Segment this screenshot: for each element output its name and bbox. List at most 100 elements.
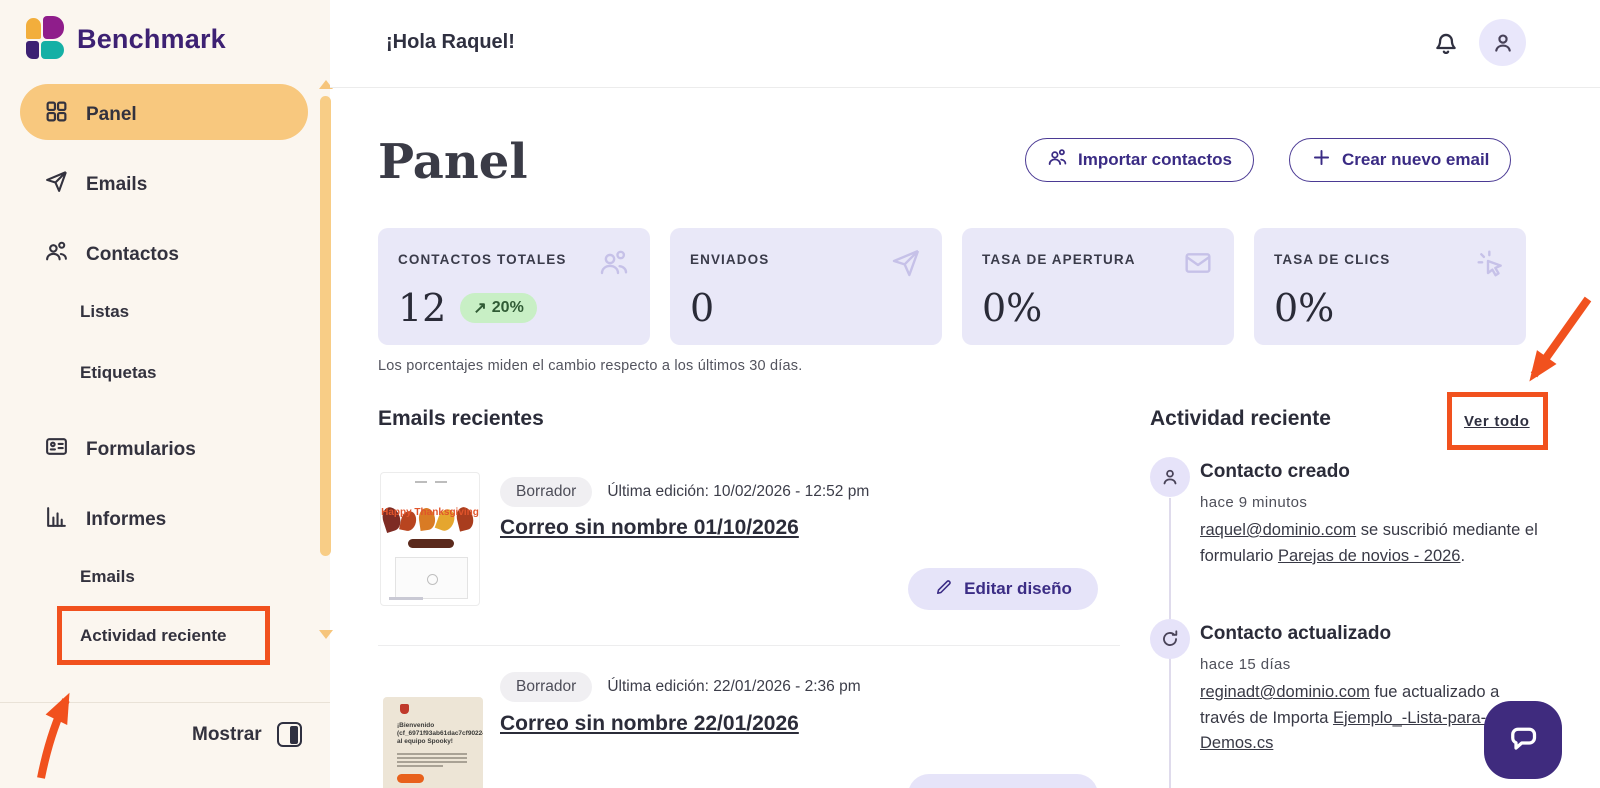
sidebar-item-panel[interactable]: Panel <box>44 99 137 130</box>
sidebar-collapse-row: Mostrar <box>192 722 302 747</box>
pencil-icon <box>934 577 954 602</box>
stat-card-tasa-clics: TASA DE CLICS 0% <box>1254 228 1526 345</box>
chat-bubble-icon <box>1503 718 1543 763</box>
annotation-arrow-ver-todo <box>1529 296 1592 382</box>
notifications-bell-icon[interactable] <box>1430 26 1462 58</box>
scroll-up-arrow[interactable] <box>319 80 333 89</box>
thumbnail-heading: Happy Thanksgiving <box>381 507 479 518</box>
edit-design-button[interactable] <box>908 774 1098 788</box>
top-header <box>330 0 1600 88</box>
import-contacts-label: Importar contactos <box>1078 150 1232 169</box>
scroll-down-arrow[interactable] <box>319 630 333 639</box>
benchmark-logo-icon <box>26 16 66 62</box>
envelope-icon <box>1182 247 1214 284</box>
contact-created-icon <box>1150 457 1190 497</box>
import-contacts-button[interactable]: Importar contactos <box>1025 138 1254 182</box>
id-card-icon <box>44 434 69 465</box>
sidebar-item-label: Contactos <box>86 243 179 265</box>
sidebar-item-actividad-reciente[interactable]: Actividad reciente <box>80 626 227 645</box>
sidebar-item-informes[interactable]: Informes <box>44 504 166 535</box>
contact-email-link[interactable]: raquel@dominio.com <box>1200 521 1357 539</box>
activity-item-title: Contacto actualizado <box>1200 623 1392 644</box>
edit-design-label: Editar diseño <box>964 579 1072 598</box>
users-icon <box>44 239 69 270</box>
activity-item-body: raquel@dominio.com se suscribió mediante… <box>1200 518 1542 569</box>
edit-design-button[interactable]: Editar diseño <box>908 568 1098 610</box>
email-thumbnail[interactable]: Happy Thanksgiving <box>380 472 480 606</box>
email-name-link[interactable]: Correo sin nombre 01/10/2026 <box>500 516 799 539</box>
sidebar-item-emails[interactable]: Emails <box>44 169 147 200</box>
contact-email-link[interactable]: reginadt@dominio.com <box>1200 683 1370 701</box>
stat-card-enviados: ENVIADOS 0 <box>670 228 942 345</box>
form-link[interactable]: Parejas de novios - 2026 <box>1277 546 1461 565</box>
trend-value: 20% <box>491 299 524 316</box>
brand-name: Benchmark <box>77 23 226 54</box>
sidebar-item-label: Informes <box>86 508 167 530</box>
users-icon <box>1047 147 1068 173</box>
recent-emails-title: Emails recientes <box>378 407 544 430</box>
activity-item-body: reginadt@dominio.com fue actualizado a t… <box>1200 680 1542 757</box>
sidebar-item-formularios[interactable]: Formularios <box>44 434 196 465</box>
activity-item-title: Contacto creado <box>1200 461 1350 482</box>
stat-label: CONTACTOS TOTALES <box>398 252 567 267</box>
activity-text: se suscribió mediante el formulario <box>1200 521 1538 565</box>
stats-row: CONTACTOS TOTALES 12 ↗ 20% ENVIADOS <box>378 228 1526 345</box>
stats-note: Los porcentajes miden el cambio respecto… <box>378 358 803 374</box>
stat-value: 12 <box>398 286 447 330</box>
list-divider <box>378 645 1120 646</box>
sidebar-collapse-icon[interactable] <box>276 722 302 747</box>
stat-card-contactos-totales: CONTACTOS TOTALES 12 ↗ 20% <box>378 228 650 345</box>
sidebar: Benchmark Panel Emails <box>0 0 333 788</box>
stat-value: 0% <box>982 286 1043 330</box>
plus-icon <box>1311 147 1332 173</box>
sidebar-item-emails-sub[interactable]: Emails <box>80 567 135 586</box>
list-file-link[interactable]: Ejemplo_-Lista-para-Demos.cs <box>1200 708 1487 753</box>
bar-chart-icon <box>44 504 69 535</box>
email-meta-row: Borrador Última edición: 10/02/2026 - 12… <box>500 477 869 507</box>
activity-text: . <box>1460 546 1466 565</box>
sidebar-item-contactos[interactable]: Contactos <box>44 239 179 270</box>
account-avatar[interactable] <box>1479 19 1526 66</box>
sidebar-item-label: Panel <box>86 103 137 125</box>
stat-card-tasa-apertura: TASA DE APERTURA 0% <box>962 228 1234 345</box>
sidebar-item-label: Formularios <box>86 438 196 460</box>
stat-value: 0 <box>690 286 715 330</box>
page-title: Panel <box>378 134 528 190</box>
create-email-button[interactable]: Crear nuevo email <box>1289 138 1512 182</box>
stat-label: TASA DE CLICS <box>1274 252 1391 267</box>
sidebar-scrollbar[interactable] <box>320 96 331 556</box>
users-icon <box>598 247 630 284</box>
trend-badge: ↗ 20% <box>460 293 537 323</box>
stat-value: 0% <box>1274 286 1335 330</box>
sidebar-item-etiquetas[interactable]: Etiquetas <box>80 363 157 382</box>
sidebar-divider <box>0 702 330 703</box>
trend-up-icon: ↗ <box>473 300 487 317</box>
brand-logo[interactable]: Benchmark <box>26 16 226 62</box>
status-badge: Borrador <box>500 477 593 507</box>
last-edited-text: Última edición: 10/02/2026 - 12:52 pm <box>607 483 870 500</box>
active-nav-highlight <box>20 84 308 140</box>
stat-label: TASA DE APERTURA <box>982 252 1136 267</box>
activity-text: fue actualizado a través de Importa <box>1200 683 1500 727</box>
sidebar-item-label: Emails <box>86 173 148 195</box>
email-name-link[interactable]: Correo sin nombre 22/01/2026 <box>500 712 799 735</box>
thumbnail-button <box>408 539 454 548</box>
last-edited-text: Última edición: 22/01/2026 - 2:36 pm <box>607 678 861 695</box>
send-icon <box>44 169 69 200</box>
thumbnail-heading: ¡Bienvenido (cf_6971f93ab61dac7cf90224b6… <box>397 722 483 745</box>
view-all-link[interactable]: Ver todo <box>1464 413 1530 430</box>
contact-updated-icon <box>1150 619 1190 659</box>
show-label: Mostrar <box>192 723 262 745</box>
chat-launcher-button[interactable] <box>1484 701 1562 779</box>
email-thumbnail[interactable]: ¡Bienvenido (cf_6971f93ab61dac7cf90224b6… <box>383 697 483 788</box>
sidebar-item-listas[interactable]: Listas <box>80 302 130 321</box>
grid-icon <box>44 99 69 130</box>
activity-title: Actividad reciente <box>1150 407 1331 430</box>
email-meta-row: Borrador Última edición: 22/01/2026 - 2:… <box>500 672 861 702</box>
activity-item-time: hace 9 minutos <box>1200 494 1308 511</box>
status-badge: Borrador <box>500 672 593 702</box>
activity-item-time: hace 15 días <box>1200 656 1291 673</box>
stat-label: ENVIADOS <box>690 252 770 267</box>
thumbnail-button <box>397 774 424 783</box>
